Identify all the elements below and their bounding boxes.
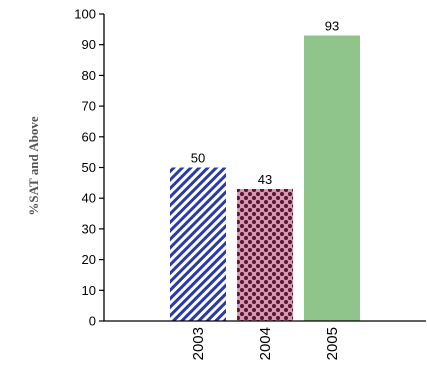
y-tick-label: 50 [82, 160, 96, 175]
x-category-label-2005: 2005 [324, 327, 341, 360]
y-tick-label: 60 [82, 129, 96, 144]
y-tick-label: 80 [82, 68, 96, 83]
y-tick-label: 30 [82, 221, 96, 236]
x-axis-category-labels: 2003 2004 2005 [190, 327, 341, 360]
y-axis-ticks: 0 10 20 30 40 50 60 70 80 90 100 [74, 7, 104, 329]
bars-group [170, 35, 360, 322]
data-label-2005: 93 [325, 18, 339, 33]
bar-2005 [304, 35, 360, 322]
y-tick-label: 10 [82, 283, 96, 298]
y-tick-label: 0 [89, 314, 96, 329]
y-tick-label: 40 [82, 191, 96, 206]
bar-2003 [170, 167, 226, 321]
data-labels-group: 50 43 93 [191, 18, 339, 187]
y-tick-label: 100 [74, 7, 96, 22]
x-category-label-2004: 2004 [257, 327, 274, 360]
data-label-2003: 50 [191, 151, 205, 166]
y-axis-title: %SAT and Above [26, 116, 41, 215]
y-tick-label: 70 [82, 99, 96, 114]
bar-2004 [237, 188, 293, 321]
y-tick-label: 20 [82, 252, 96, 267]
data-label-2004: 43 [258, 172, 272, 187]
x-category-label-2003: 2003 [190, 327, 207, 360]
y-tick-label: 90 [82, 37, 96, 52]
